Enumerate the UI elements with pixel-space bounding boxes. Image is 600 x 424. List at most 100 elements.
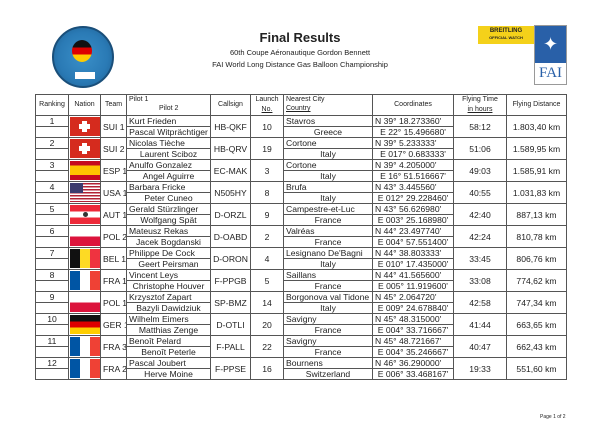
rank: 3 — [35, 159, 69, 171]
col-city: Nearest City Country — [283, 94, 373, 116]
nearest-city: Savigny — [283, 335, 373, 347]
table-subrow: Peter Cuneo Italy E 012° 29.228460' — [35, 192, 567, 204]
pilot-2: Benoît Peterle — [126, 346, 211, 358]
pilot-1: Nicolas Tièche — [126, 137, 211, 149]
longitude: E 004° 33.716667' — [372, 324, 454, 336]
table-row: 7 BEL 1 Philippe De Cock D-ORON 4 Lesign… — [35, 247, 567, 270]
country: Italy — [283, 170, 373, 182]
table-row: 6 POL 2 Mateusz Rekas D-OABD 2 Valréas N… — [35, 225, 567, 248]
callsign: D-ORZL — [210, 203, 251, 226]
col-pilot: Pilot 1 Pilot 2 — [126, 94, 211, 116]
country: Italy — [283, 258, 373, 270]
country: Greece — [283, 126, 373, 138]
rank-empty — [35, 368, 69, 380]
nation-flag — [68, 159, 101, 182]
col-flying-time: Flying Time in hours — [453, 94, 507, 116]
pilot-1: Krzysztof Zapart — [126, 291, 211, 303]
table-row: 11 FRA 3 Benoît Pelard F-PALL 22 Savigny… — [35, 335, 567, 358]
col-callsign: Callsign — [210, 94, 251, 116]
longitude: E 004° 35.246667' — [372, 346, 454, 358]
table-subrow: Matthias Zenge France E 004° 33.716667' — [35, 324, 567, 336]
nation-flag — [68, 269, 101, 292]
pilot-1: Gerald Stürzlinger — [126, 203, 211, 215]
latitude: N 45° 2.064720' — [372, 291, 454, 303]
rank-empty — [35, 214, 69, 226]
flying-time: 33:45 — [453, 247, 507, 270]
longitude: E 22° 15.496680' — [372, 126, 454, 138]
pilot-2: Herve Moine — [126, 368, 211, 380]
flying-distance: 1.589,95 km — [506, 137, 567, 160]
nearest-city: Borgonova val Tidone — [283, 291, 373, 303]
col-ranking: Ranking — [35, 94, 69, 116]
country: Switzerland — [283, 368, 373, 380]
callsign: SP-BMZ — [210, 291, 251, 314]
team: FRA 2 — [100, 357, 127, 380]
flying-time: 42:24 — [453, 225, 507, 248]
country: France — [283, 236, 373, 248]
country: France — [283, 214, 373, 226]
sui-flag-icon — [69, 139, 100, 158]
nation-flag — [68, 247, 101, 270]
col-launch: Launch No. — [250, 94, 284, 116]
table-subrow: Pascal Witprächtiger Greece E 22° 15.496… — [35, 126, 567, 138]
longitude: E 006° 33.468167' — [372, 368, 454, 380]
country: Italy — [283, 192, 373, 204]
latitude: N 43° 56.626980' — [372, 203, 454, 215]
fra-flag-icon — [69, 359, 100, 378]
nearest-city: Lesignano De'Bagni — [283, 247, 373, 259]
flying-time: 41:44 — [453, 313, 507, 336]
bel-flag-icon — [69, 249, 100, 268]
flying-time: 40:55 — [453, 181, 507, 204]
esp-flag-icon — [69, 161, 100, 180]
country: Italy — [283, 302, 373, 314]
flying-distance: 1.585,91 km — [506, 159, 567, 182]
team: SUI 1 — [100, 115, 127, 138]
subtitle-championship: FAI World Long Distance Gas Balloon Cham… — [212, 60, 388, 69]
pilot-1: Anulfo Gonzalez — [126, 159, 211, 171]
pilot-1: Vincent Leys — [126, 269, 211, 281]
pilot-2: Laurent Sciboz — [126, 148, 211, 160]
pol-flag-icon — [69, 227, 100, 246]
launch-no: 16 — [250, 357, 284, 380]
launch-no: 19 — [250, 137, 284, 160]
latitude: N 46° 36.290000' — [372, 357, 454, 369]
latitude: N 43° 3.445560' — [372, 181, 454, 193]
table-subrow: Geert Peirsman Italy E 010° 17.435000' — [35, 258, 567, 270]
rank-empty — [35, 170, 69, 182]
country: Italy — [283, 148, 373, 160]
eagle-icon: ✦ — [543, 34, 559, 54]
ger-flag-icon — [69, 315, 100, 334]
callsign: EC-MAK — [210, 159, 251, 182]
nation-flag — [68, 291, 101, 314]
col-nation: Nation — [68, 94, 101, 116]
nearest-city: Stavros — [283, 115, 373, 127]
team: SUI 2 — [100, 137, 127, 160]
table-row: 4 USA 1 Barbara Fricke N505HY 8 Brufa N … — [35, 181, 567, 204]
launch-no: 10 — [250, 115, 284, 138]
pilot-2: Pascal Witprächtiger — [126, 126, 211, 138]
pilot-1: Mateusz Rekas — [126, 225, 211, 237]
fai-logo: ✦ FAI — [534, 25, 567, 85]
launch-no: 3 — [250, 159, 284, 182]
table-row: 12 FRA 2 Pascal Joubert F-PPSE 16 Bourne… — [35, 357, 567, 380]
nation-flag — [68, 225, 101, 248]
pilot-1: Wilhelm Eimers — [126, 313, 211, 325]
pilot-2: Christophe Houver — [126, 280, 211, 292]
pilot-1: Benoît Pelard — [126, 335, 211, 347]
team: ESP 1 — [100, 159, 127, 182]
table-subrow: Laurent Sciboz Italy E 017° 0.683333' — [35, 148, 567, 160]
callsign: HB-QKF — [210, 115, 251, 138]
launch-no: 4 — [250, 247, 284, 270]
flying-time: 58:12 — [453, 115, 507, 138]
header-row: Ranking Nation Team Pilot 1 Pilot 2 Calls… — [35, 94, 567, 116]
latitude: N 44° 41.565600' — [372, 269, 454, 281]
longitude: E 005° 11.919600' — [372, 280, 454, 292]
rank: 6 — [35, 225, 69, 237]
longitude: E 009° 24.678840' — [372, 302, 454, 314]
fra-flag-icon — [69, 337, 100, 356]
launch-no: 5 — [250, 269, 284, 292]
table-row: 1 SUI 1 Kurt Frieden HB-QKF 10 Stavros N… — [35, 115, 567, 138]
rank-empty — [35, 324, 69, 336]
team: FRA 3 — [100, 335, 127, 358]
callsign: F-PPGB — [210, 269, 251, 292]
